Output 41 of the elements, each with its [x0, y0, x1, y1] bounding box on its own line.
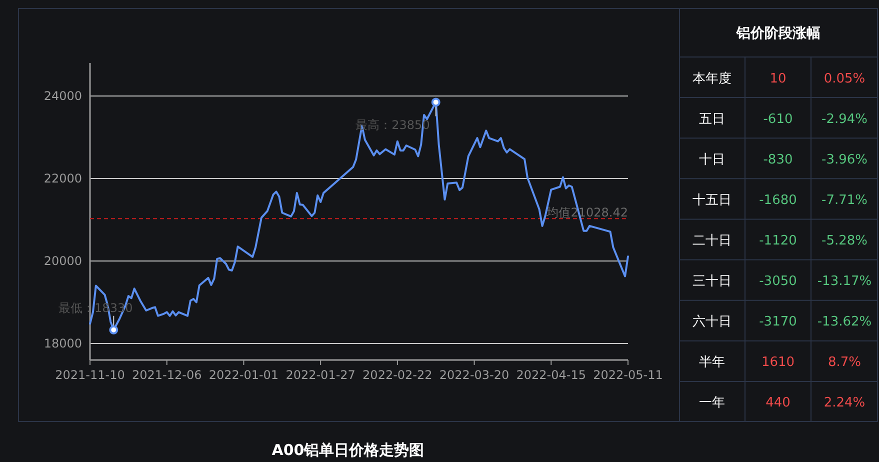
- category-label: 半年: [699, 355, 725, 370]
- category-label: 十日: [699, 152, 725, 168]
- data-label: -1120: [759, 234, 797, 248]
- data-label: 8.7%: [828, 355, 862, 370]
- data-label: -830: [763, 152, 793, 168]
- data-label: -5.28%: [822, 234, 868, 248]
- x-tick-label: 2021-12-06: [132, 368, 202, 382]
- y-tick-label: 24000: [44, 89, 82, 103]
- category-label: 六十日: [692, 314, 732, 330]
- data-label: 2.24%: [824, 396, 866, 411]
- x-tick-label: 2022-04-15: [516, 368, 586, 382]
- data-label: -7.71%: [822, 192, 868, 208]
- text: A00铝单日价格走势图: [272, 441, 424, 459]
- data-label: -3170: [759, 314, 797, 330]
- data-label: -2.94%: [822, 112, 868, 127]
- category-label: 三十日: [692, 274, 732, 290]
- data-label: 1610: [761, 355, 795, 370]
- data-label: -1680: [759, 192, 797, 208]
- category-label: 十五日: [692, 192, 732, 208]
- data-label: -3050: [759, 274, 797, 290]
- data-label: -13.17%: [817, 274, 872, 290]
- data-label: -13.62%: [817, 314, 872, 330]
- y-tick-label: 18000: [44, 336, 82, 350]
- x-tick-label: 2022-01-27: [286, 368, 356, 382]
- y-tick-label: 20000: [44, 254, 82, 268]
- data-label: -3.96%: [822, 152, 868, 168]
- data-label: 440: [766, 396, 790, 411]
- text: 铝价阶段涨幅: [736, 26, 820, 42]
- x-tick-label: 2022-03-20: [439, 368, 510, 382]
- data-label: 0.05%: [824, 71, 866, 86]
- x-tick-label: 2022-05-11: [593, 368, 663, 382]
- data-label: -610: [763, 112, 793, 127]
- category-label: 本年度: [692, 70, 732, 86]
- category-label: 五日: [699, 112, 725, 127]
- x-tick-label: 2021-11-10: [55, 368, 125, 382]
- category-label: 二十日: [692, 234, 732, 248]
- category-label: 一年: [699, 396, 725, 411]
- x-tick-label: 2022-02-22: [362, 368, 432, 382]
- data-label: 10: [770, 71, 786, 86]
- y-tick-label: 22000: [44, 172, 82, 186]
- x-tick-label: 2022-01-01: [208, 368, 279, 382]
